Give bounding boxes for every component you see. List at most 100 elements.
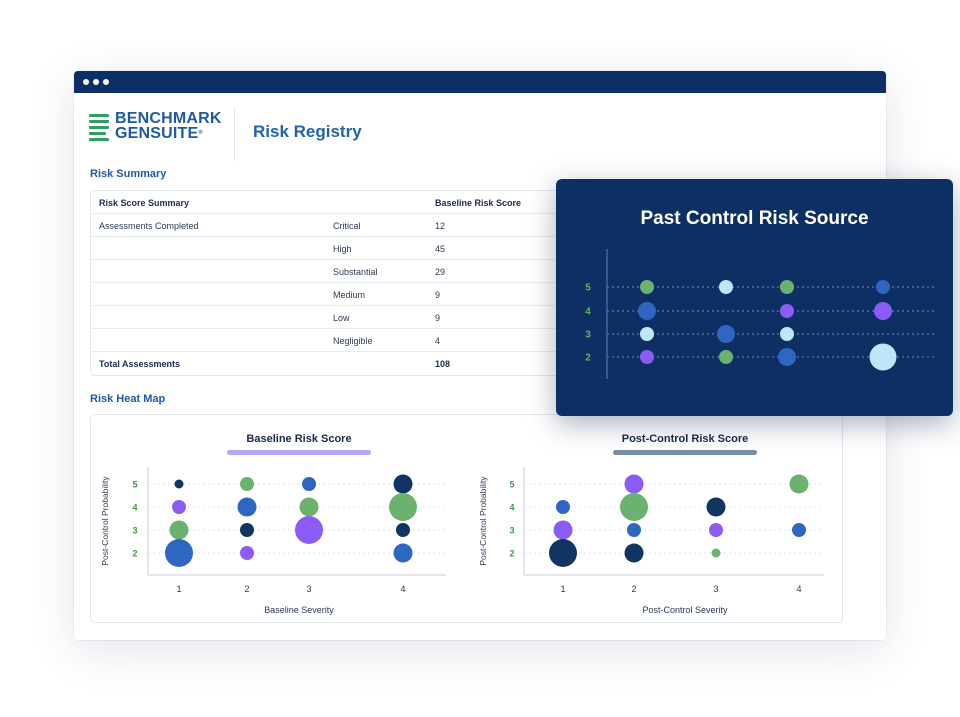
y-tick-label: 2 — [509, 549, 514, 559]
table-cell: High — [333, 244, 352, 254]
x-tick-label: 1 — [176, 584, 181, 594]
data-point — [709, 523, 723, 537]
data-point — [719, 280, 733, 294]
table-row: Negligible 4 — [91, 329, 609, 352]
page-header: BENCHMARK GENSUITE® Risk Registry — [74, 93, 886, 163]
data-point — [556, 500, 570, 514]
data-point — [717, 325, 735, 343]
y-tick-label: 5 — [132, 480, 137, 490]
window-minimize-dot[interactable] — [93, 79, 99, 85]
table-row: Substantial 29 — [91, 260, 609, 283]
logo-bars-icon — [89, 114, 109, 141]
risk-summary-title: Risk Summary — [90, 168, 167, 180]
data-point — [169, 520, 189, 540]
table-row: Medium 9 — [91, 283, 609, 306]
table-cell: Substantial — [333, 267, 378, 277]
table-cell: 12 — [435, 221, 446, 231]
y-tick-label: 2 — [585, 353, 591, 364]
data-point — [237, 497, 257, 517]
data-point — [638, 302, 656, 320]
overlay-chart-title: Past Control Risk Source — [640, 208, 869, 229]
y-tick-label: 4 — [132, 503, 137, 513]
y-tick-label: 4 — [509, 503, 514, 513]
data-point — [624, 543, 644, 563]
table-cell: Low — [333, 313, 350, 323]
table-cell: Medium — [333, 290, 366, 300]
data-point — [778, 348, 796, 366]
data-point — [389, 493, 417, 521]
table-cell: 29 — [435, 267, 446, 277]
logo-line-2: GENSUITE — [115, 125, 199, 142]
x-tick-label: 2 — [244, 584, 249, 594]
total-value: 108 — [435, 359, 451, 369]
x-tick-label: 4 — [796, 584, 801, 594]
data-point — [620, 493, 648, 521]
window-close-dot[interactable] — [83, 79, 89, 85]
table-cell: 9 — [435, 313, 441, 323]
data-point — [553, 520, 573, 540]
table-cell: 4 — [435, 336, 441, 346]
header-cell: Risk Score Summary — [99, 198, 190, 208]
data-point — [299, 497, 319, 517]
table-cell: Negligible — [333, 336, 373, 346]
y-axis-label: Post-Control Probability — [100, 476, 110, 566]
table-cell: 9 — [435, 290, 441, 300]
table-total-row: Total Assessments 108 — [91, 352, 609, 375]
x-tick-label: 4 — [400, 584, 405, 594]
y-tick-label: 5 — [585, 283, 591, 294]
y-tick-label: 3 — [509, 526, 514, 536]
data-point — [780, 280, 794, 294]
total-label: Total Assessments — [99, 359, 181, 369]
data-point — [240, 523, 254, 537]
x-tick-label: 3 — [713, 584, 718, 594]
data-point — [874, 302, 892, 320]
data-point — [549, 539, 577, 567]
data-point — [876, 280, 890, 294]
x-axis-label: Baseline Severity — [264, 605, 334, 615]
page-title: Risk Registry — [253, 122, 362, 141]
data-point — [719, 350, 733, 364]
y-tick-label: 3 — [132, 526, 137, 536]
header-divider — [234, 107, 235, 161]
y-axis-label: Post-Control Probability — [478, 476, 488, 566]
risk-heat-map-title: Risk Heat Map — [90, 393, 166, 405]
data-point — [302, 477, 316, 491]
table-cell: Assessments Completed — [99, 221, 199, 231]
chart-title: Post-Control Risk Score — [622, 433, 749, 445]
overlay-chart: 2 3 4 5 — [585, 249, 936, 379]
table-cell: 45 — [435, 244, 446, 254]
table-row: Assessments Completed Critical 12 — [91, 214, 609, 237]
chart-title-underline — [613, 450, 757, 455]
data-point — [240, 477, 254, 491]
data-point — [172, 500, 186, 514]
data-point — [640, 280, 654, 294]
benchmark-gensuite-logo: BENCHMARK GENSUITE® — [89, 111, 222, 142]
title-bar — [74, 71, 886, 93]
heat-map-charts: Baseline Risk Score 2 3 4 5 1 2 3 4 Baseline Seve… — [100, 433, 824, 615]
window-maximize-dot[interactable] — [103, 79, 109, 85]
data-point — [393, 474, 413, 494]
y-tick-label: 3 — [585, 330, 591, 341]
y-tick-label: 2 — [132, 549, 137, 559]
past-control-risk-source-panel: Past Control Risk Source 2 3 4 5 — [556, 179, 953, 416]
data-point — [174, 479, 184, 489]
data-point — [780, 304, 794, 318]
table-row: Low 9 — [91, 306, 609, 329]
data-point — [869, 343, 897, 371]
data-point — [624, 474, 644, 494]
data-point — [627, 523, 641, 537]
data-point — [706, 497, 726, 517]
risk-heat-map-card: Baseline Risk Score 2 3 4 5 1 2 3 4 Baseline Seve… — [90, 414, 843, 623]
x-axis-label: Post-Control Severity — [642, 605, 728, 615]
data-point — [789, 474, 809, 494]
chart-title-underline — [227, 450, 371, 455]
data-point — [780, 327, 794, 341]
data-point — [240, 546, 254, 560]
x-tick-label: 1 — [560, 584, 565, 594]
data-point — [396, 523, 410, 537]
data-point — [640, 350, 654, 364]
registered-mark: ® — [198, 130, 204, 136]
x-tick-label: 2 — [631, 584, 636, 594]
risk-summary-table: Risk Score Summary Baseline Risk Score A… — [90, 190, 610, 376]
data-point — [640, 327, 654, 341]
